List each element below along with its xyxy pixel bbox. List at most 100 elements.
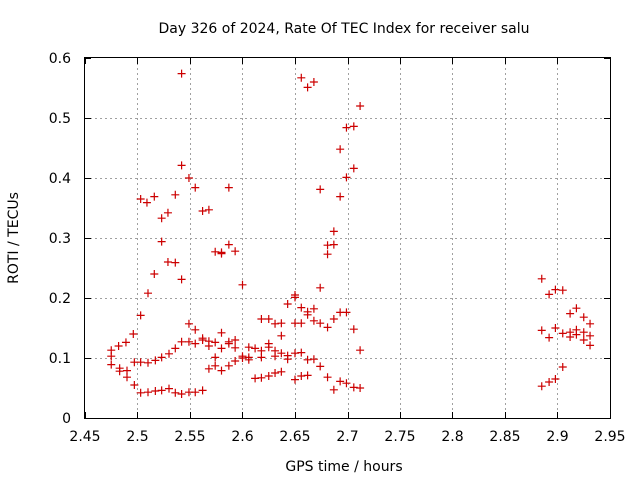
x-tick-label: 2.95: [594, 429, 625, 445]
data-point-marker: [231, 343, 240, 352]
data-point-marker: [115, 367, 124, 376]
data-point-marker: [136, 358, 145, 367]
data-point-marker: [144, 289, 152, 298]
data-point-marker: [316, 283, 325, 292]
data-point-marker: [586, 319, 595, 328]
data-point-marker: [144, 358, 152, 367]
data-point-marker: [336, 377, 345, 386]
data-point-marker: [316, 319, 325, 328]
data-point-marker: [277, 367, 286, 376]
data-point-marker: [191, 339, 200, 348]
data-point-marker: [303, 310, 312, 319]
data-point-marker: [217, 328, 226, 337]
plot-frame: [84, 57, 611, 419]
data-point-marker: [163, 258, 172, 266]
data-point-marker: [238, 280, 247, 289]
data-point-marker: [342, 379, 351, 388]
data-point-marker: [316, 362, 325, 371]
data-point-marker: [231, 357, 240, 365]
data-point-marker: [297, 319, 306, 328]
data-point-marker: [537, 326, 546, 335]
data-point-marker: [217, 344, 226, 353]
data-point-marker: [551, 324, 560, 332]
data-point-marker: [579, 328, 588, 337]
data-point-marker: [224, 183, 233, 192]
data-markers: [107, 69, 595, 398]
data-point-marker: [271, 352, 280, 361]
data-point-marker: [198, 386, 207, 395]
data-point-marker: [157, 237, 166, 246]
data-point-marker: [309, 316, 318, 325]
data-point-marker: [264, 372, 273, 380]
data-point-marker: [198, 336, 207, 344]
data-point-marker: [231, 336, 240, 344]
data-point-marker: [356, 346, 365, 355]
y-tick-label: 0.2: [49, 291, 71, 307]
data-point-marker: [586, 331, 595, 340]
y-tick-label: 0.1: [49, 351, 71, 367]
data-point-marker: [171, 190, 180, 199]
data-point-marker: [545, 378, 554, 386]
data-point-marker: [191, 183, 200, 192]
data-point-marker: [283, 355, 292, 364]
data-point-marker: [151, 356, 160, 365]
data-point-marker: [204, 205, 213, 214]
data-point-marker: [144, 388, 152, 397]
data-point-marker: [309, 304, 318, 313]
data-point-marker: [177, 161, 186, 170]
data-point-marker: [157, 353, 166, 362]
x-tick-label: 2.65: [279, 429, 310, 445]
data-point-marker: [217, 248, 226, 257]
data-point-marker: [297, 303, 306, 312]
data-point-marker: [107, 360, 116, 369]
data-point-marker: [163, 208, 172, 217]
x-tick-label: 2.75: [384, 429, 415, 445]
data-point-marker: [224, 361, 233, 370]
data-point-marker: [191, 388, 200, 397]
data-point-marker: [129, 330, 138, 338]
data-point-marker: [257, 353, 266, 362]
x-tick-label: 2.6: [231, 429, 253, 445]
data-point-marker: [579, 336, 588, 344]
data-point-marker: [121, 338, 130, 347]
data-point-marker: [177, 69, 186, 78]
data-point-marker: [297, 348, 306, 357]
data-point-marker: [150, 270, 159, 278]
data-point-marker: [329, 227, 338, 236]
x-tick-labels: 2.45 2.5 2.55 2.6 2.65 2.7 2.75 2.8 2.85 2.9 2.95: [69, 429, 625, 445]
data-point-marker: [356, 102, 365, 110]
data-point-marker: [251, 344, 260, 353]
data-point-marker: [349, 164, 358, 173]
chart-title: Day 326 of 2024, Rate Of TEC Index for r…: [158, 21, 529, 37]
x-tick-label: 2.85: [489, 429, 520, 445]
data-point-marker: [291, 293, 299, 302]
x-tick-label: 2.45: [69, 429, 100, 445]
data-point-marker: [277, 349, 286, 358]
data-point-marker: [231, 247, 240, 256]
data-point-marker: [211, 353, 220, 362]
data-point-marker: [191, 325, 200, 334]
grid-lines: [85, 58, 610, 418]
data-point-marker: [558, 363, 567, 371]
data-point-marker: [579, 313, 588, 322]
data-point-marker: [165, 384, 173, 393]
x-tick-label: 2.55: [174, 429, 205, 445]
data-point-marker: [349, 325, 358, 334]
data-point-marker: [136, 311, 145, 320]
data-point-marker: [157, 386, 166, 395]
data-point-marker: [114, 342, 123, 350]
data-point-marker: [171, 344, 180, 353]
x-tick-label: 2.7: [336, 429, 358, 445]
data-point-marker: [136, 388, 145, 397]
data-point-marker: [198, 207, 207, 215]
data-point-marker: [264, 315, 273, 323]
data-point-marker: [165, 349, 173, 358]
data-point-marker: [303, 83, 312, 92]
data-point-marker: [184, 319, 193, 328]
data-point-marker: [336, 192, 345, 201]
x-axis-label: GPS time / hours: [285, 459, 402, 475]
data-point-marker: [177, 275, 186, 284]
data-point-marker: [329, 385, 338, 394]
data-point-marker: [142, 198, 151, 207]
data-point-marker: [150, 192, 159, 201]
